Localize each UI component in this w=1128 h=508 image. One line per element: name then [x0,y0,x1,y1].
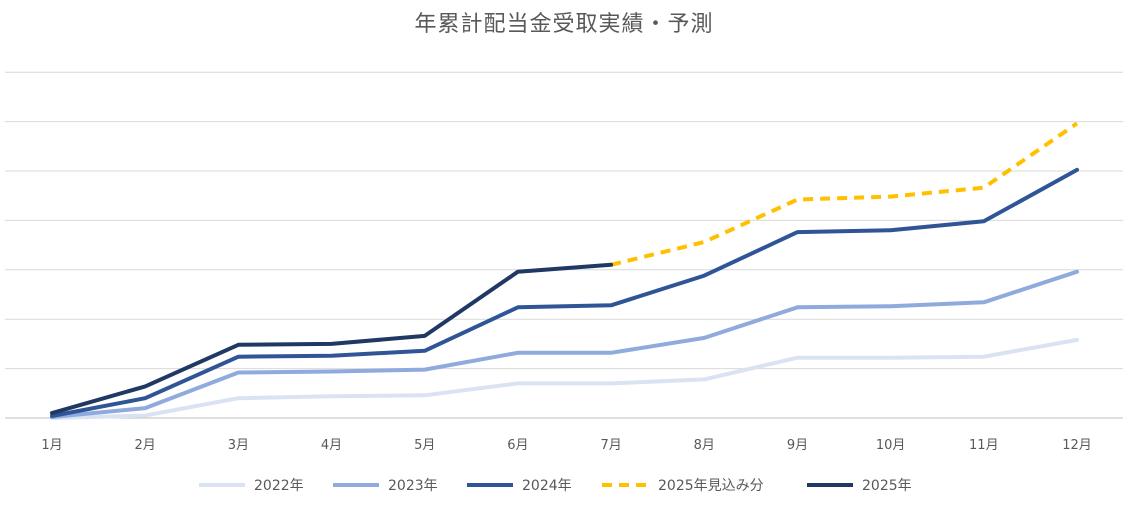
legend-label: 2022年 [254,478,304,494]
chart-title: 年累計配当金受取実績・予測 [414,12,714,37]
series-line [610,121,1079,267]
x-tick-label: 7月 [600,438,621,453]
x-tick-label: 4月 [321,438,342,453]
x-tick-label: 5月 [414,438,435,453]
series-line [50,269,1079,419]
x-tick-label: 1月 [41,438,62,453]
x-tick-label: 10月 [876,438,906,453]
x-tick-label: 3月 [228,438,249,453]
x-tick-label: 8月 [694,438,715,453]
legend-label: 2024年 [522,478,572,494]
x-tick-label: 6月 [507,438,528,453]
series-line [50,167,1079,418]
x-tick-label: 12月 [1062,438,1092,453]
legend-label: 2025年 [862,478,912,494]
x-axis: 1月 2月 3月 4月 5月 6月 7月 8月 9月 10月 11月 12月 [41,438,1091,453]
legend-label: 2023年 [388,478,438,494]
series-line [50,337,1079,420]
series-line [50,262,614,416]
legend-label: 2025年見込み分 [658,478,764,494]
x-tick-label: 11月 [969,438,999,453]
x-tick-label: 9月 [787,438,808,453]
series-lines [50,121,1079,420]
x-tick-label: 2月 [135,438,156,453]
legend: 2022年 2023年 2024年 2025年見込み分 2025年 [199,478,912,494]
gridlines [5,71,1123,419]
